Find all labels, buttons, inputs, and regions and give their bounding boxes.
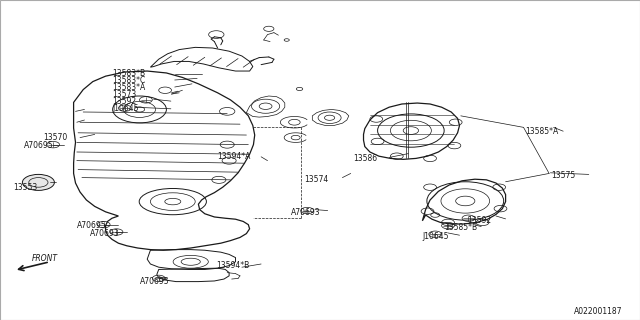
Text: 13594*A: 13594*A (218, 152, 251, 161)
Text: 13570: 13570 (44, 133, 68, 142)
Text: 13583*B: 13583*B (112, 69, 145, 78)
Text: J10645: J10645 (112, 104, 138, 113)
Text: A70693: A70693 (291, 208, 321, 217)
Text: 13553: 13553 (13, 183, 37, 192)
Text: 13586: 13586 (353, 154, 378, 163)
Text: J10645: J10645 (422, 232, 449, 241)
Text: 13592: 13592 (467, 216, 492, 225)
Circle shape (22, 174, 54, 190)
Text: 13585*B: 13585*B (444, 223, 477, 232)
Text: 13575: 13575 (552, 171, 576, 180)
Text: 13585*A: 13585*A (525, 127, 558, 136)
Text: 13574: 13574 (304, 175, 328, 184)
Text: A70695: A70695 (24, 141, 54, 150)
Text: 13573: 13573 (112, 90, 136, 99)
Text: A70695: A70695 (140, 277, 169, 286)
Text: 13583*C: 13583*C (112, 76, 145, 84)
Text: 13583*A: 13583*A (112, 83, 145, 92)
Text: A70693: A70693 (90, 229, 119, 238)
Text: A022001187: A022001187 (573, 307, 622, 316)
Text: 13592: 13592 (112, 97, 136, 106)
Text: FRONT: FRONT (32, 254, 58, 263)
Text: 13594*B: 13594*B (216, 261, 250, 270)
Text: A70695: A70695 (77, 221, 106, 230)
